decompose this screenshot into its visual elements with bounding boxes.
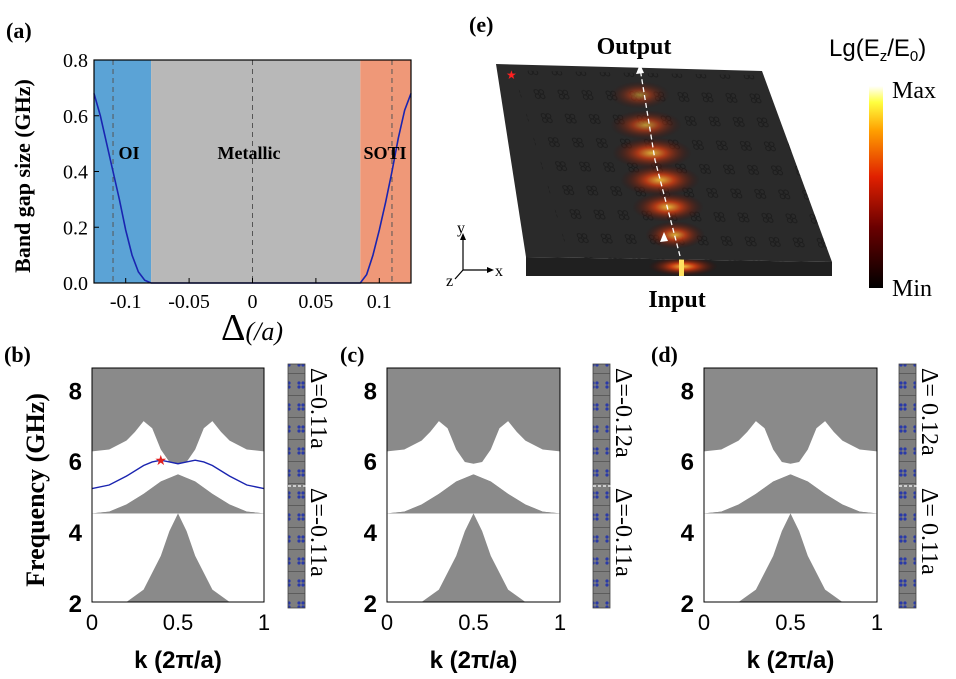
panel-b-ytick-label: 4 xyxy=(69,520,83,547)
panel-c-xtick-label: 0 xyxy=(381,610,393,635)
panel-d-frame xyxy=(703,367,878,603)
panel-d-ytick-label: 4 xyxy=(681,520,695,547)
slab-input-source xyxy=(679,257,684,276)
slab-star-marker: ★ xyxy=(506,68,517,82)
gap-curve-1 xyxy=(353,93,412,284)
panel-b-xtick-label: 0.5 xyxy=(163,610,194,635)
panel-b-ylabel: Frequency (GHz) xyxy=(21,393,50,587)
panel-b-xlabel: k (2π/a) xyxy=(134,647,222,674)
panel-c-bands xyxy=(387,368,560,602)
region-metallic xyxy=(151,60,361,283)
panel-a-regions xyxy=(94,60,411,283)
panel-c-xtick-label: 0.5 xyxy=(458,610,489,635)
panel-c-frame xyxy=(386,367,561,603)
panel-b-frame xyxy=(91,367,265,603)
panel-c-label: (c) xyxy=(340,342,364,367)
panel-d-lower-gap xyxy=(704,513,877,602)
panel-d-xlabel: k (2π/a) xyxy=(747,647,835,674)
panel-a: (a) -0.1 -0.05 0 0.05 0.10.00.20.40.60.8 OI … xyxy=(6,18,412,349)
panel-c-lower-gap xyxy=(387,513,560,602)
panel-b-inset-bottom: Δ=-0.11a xyxy=(305,488,331,577)
panel-d-xtick-label: 0 xyxy=(698,610,710,635)
panel-d-upper-gap xyxy=(704,421,877,514)
panel-a-ytick-label: 0.2 xyxy=(63,217,88,239)
xlabel-delta: Δ xyxy=(221,307,245,349)
panel-b-ytick-label: 6 xyxy=(69,449,82,476)
panel-a-xtick-label: 0.05 xyxy=(298,291,333,313)
panel-d-ytick-label: 6 xyxy=(681,449,694,476)
panel-c-ytick-label: 6 xyxy=(364,449,377,476)
panel-b-ytick-label: 8 xyxy=(69,378,82,405)
panel-c-inset-top: Δ=-0.12a xyxy=(610,368,636,458)
panel-e: (e) Output ★ Input y x xyxy=(446,12,936,313)
axis-x-arrow xyxy=(487,267,494,273)
panel-d-label: (d) xyxy=(651,342,678,367)
axis-y-label: y xyxy=(457,220,465,237)
axis-z-label: z xyxy=(446,273,453,290)
panel-c-inset-bottom: Δ=-0.11a xyxy=(610,488,636,577)
panel-b-star-marker: ★ xyxy=(155,453,168,469)
panel-d-middle-band xyxy=(704,474,877,514)
panel-a-xtick-label: -0.05 xyxy=(168,291,210,313)
colorbar-max: Max xyxy=(892,78,936,104)
axis-x-label: x xyxy=(495,263,503,280)
arrow-head-bottom xyxy=(660,232,668,242)
panel-a-ytick-label: 0.0 xyxy=(63,273,88,295)
panel-b-middle-band xyxy=(92,474,264,514)
panel-a-xtick-label: -0.1 xyxy=(110,291,142,313)
panel-b-label: (b) xyxy=(4,342,31,367)
panel-d-bands xyxy=(704,368,877,602)
panel-d-inset-bottom: Δ= 0.11a xyxy=(916,488,942,575)
panel-a-ytick-label: 0.4 xyxy=(63,162,88,184)
region-label-soti: SOTI xyxy=(363,143,406,163)
colorbar xyxy=(869,86,883,288)
panel-a-xlabel: Δ(/a) xyxy=(221,307,283,349)
colorbar-title: Lg(Ez/E0) xyxy=(829,35,926,65)
panel-b-upper-gap xyxy=(92,421,264,514)
panel-c-ytick-label: 2 xyxy=(364,591,377,618)
panel-d-ytick-label: 8 xyxy=(681,378,694,405)
colorbar-min: Min xyxy=(892,276,932,302)
panel-b-inset-top: Δ=0.11a xyxy=(305,368,331,449)
panel-a-ticks: -0.1 -0.05 0 0.05 0.1 0.0 0.2 0.4 0.6 0.8 xyxy=(63,50,392,313)
panel-c-upper-gap xyxy=(387,421,560,514)
panel-d-inset-top: Δ= 0.12a xyxy=(916,368,942,456)
region-soti xyxy=(360,60,411,283)
panel-c-xlabel: k (2π/a) xyxy=(430,647,518,674)
panel-e-label: (e) xyxy=(469,12,493,37)
input-label: Input xyxy=(648,287,705,313)
panel-a-xtick-label: 0 xyxy=(248,291,258,313)
arrow-head-top xyxy=(636,64,644,74)
panel-a-label: (a) xyxy=(6,18,32,43)
region-oi xyxy=(94,60,152,283)
panel-a-xtick-label: 0.1 xyxy=(367,291,392,313)
panel-b-bands xyxy=(92,368,264,602)
panel-b-xtick-label: 0 xyxy=(86,610,98,635)
panel-c-xtick-label: 1 xyxy=(554,610,566,635)
region-label-metallic: Metallic xyxy=(218,143,281,163)
panel-c-ytick-label: 8 xyxy=(364,378,377,405)
panel-a-ylabel: Band gap size (GHz) xyxy=(10,79,35,273)
panel-b-xtick-label: 1 xyxy=(258,610,270,635)
panel-b-edge-state xyxy=(92,459,264,490)
panel-c: (c) 0 0.5 1 2 4 6 8 k (2π/a) Δ=-0.12a Δ=-0.11a xyxy=(340,342,636,674)
axis-y-arrow xyxy=(460,233,466,240)
panel-b-ytick-label: 2 xyxy=(69,591,82,618)
output-label: Output xyxy=(597,34,672,60)
panel-d-xtick-label: 0.5 xyxy=(775,610,806,635)
panel-a-ytick-label: 0.8 xyxy=(63,50,88,72)
panel-d: (d) 0 0.5 1 2 4 6 8 k (2π/a) Δ= 0.12a Δ= 0.11a xyxy=(651,342,942,674)
xlabel-unit: (/a) xyxy=(245,317,283,346)
panel-c-ytick-label: 4 xyxy=(364,520,378,547)
panel-a-ytick-label: 0.6 xyxy=(63,106,88,128)
panel-b-lower-gap xyxy=(92,513,264,602)
axis-z-line xyxy=(454,269,464,280)
panel-b: (b) Frequency (GHz) ★ 0 0.5 1 2 4 6 8 k (2π/a) Δ=… xyxy=(4,342,331,674)
propagation-path xyxy=(639,67,681,257)
panel-c-middle-band xyxy=(387,474,560,514)
panel-d-xtick-label: 1 xyxy=(871,610,883,635)
panel-d-ytick-label: 2 xyxy=(681,591,694,618)
region-label-oi: OI xyxy=(118,143,139,163)
